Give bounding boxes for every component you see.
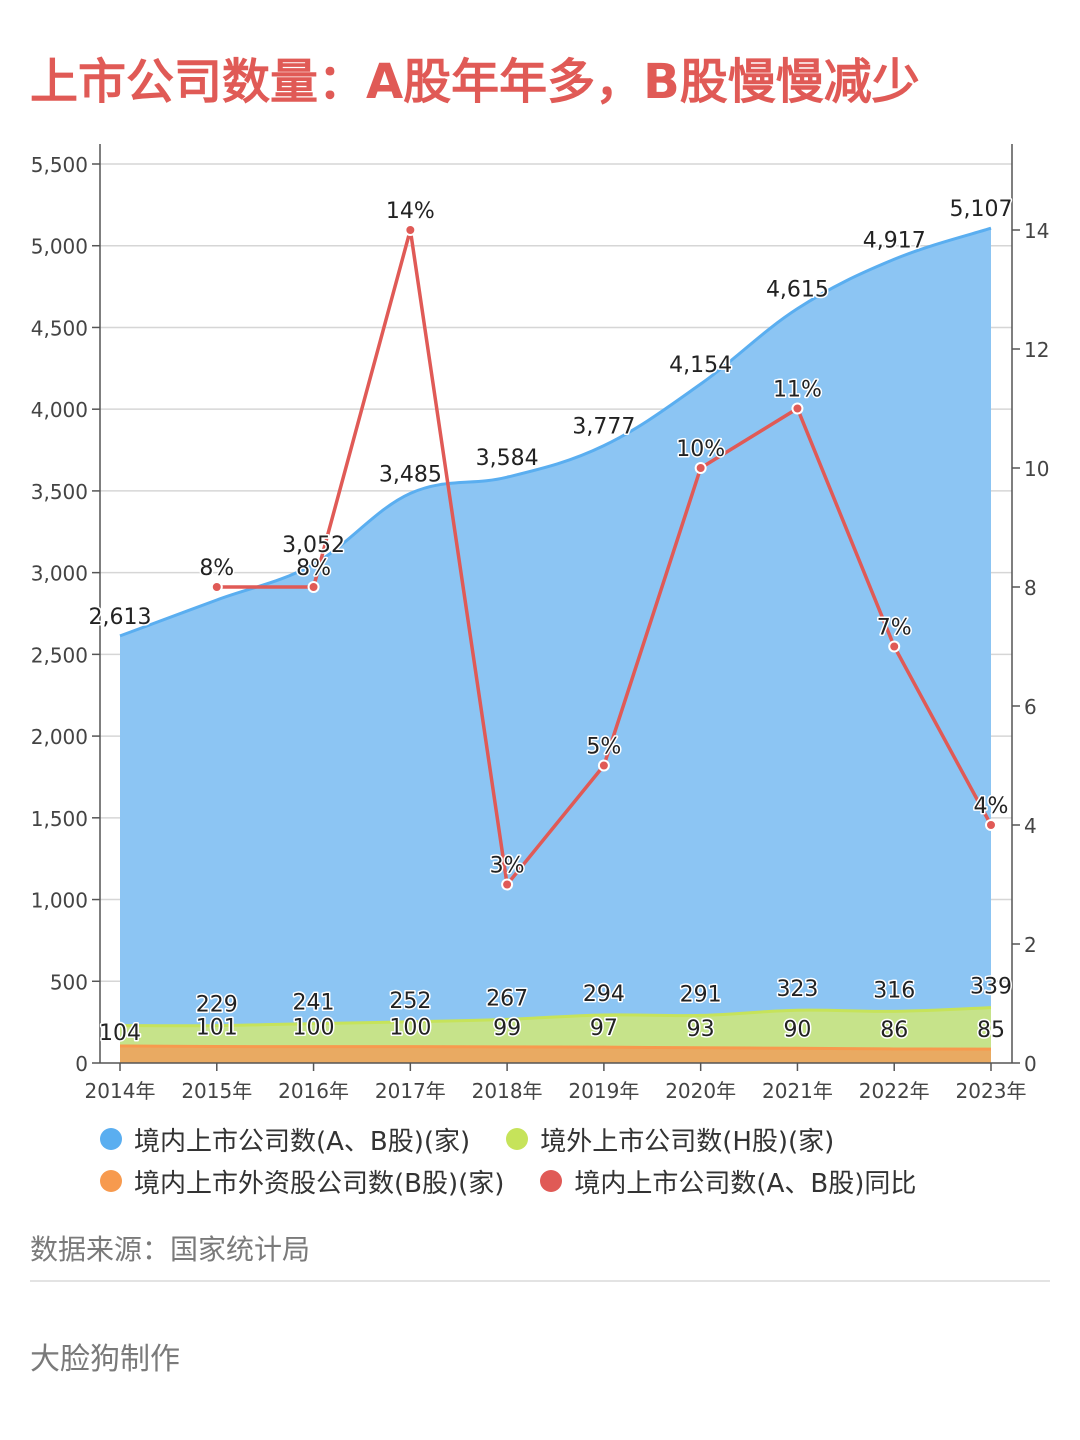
x-tick-label: 2015年	[181, 1079, 252, 1103]
y-right-tick-label: 4	[1024, 814, 1037, 838]
legend-marker-overseas	[506, 1128, 529, 1150]
yoy-point	[888, 640, 901, 653]
yoy-point	[210, 581, 223, 593]
yoy-point	[501, 878, 514, 891]
series-b-share-area	[120, 1046, 991, 1063]
y-right-tick-label: 12	[1024, 338, 1049, 362]
x-tick-label: 2022年	[859, 1079, 930, 1103]
legend: 境内上市公司数(A、B股)(家) 境外上市公司数(H股)(家) 境内上市外资股公…	[100, 1118, 1060, 1202]
x-tick-label: 2014年	[85, 1079, 156, 1103]
y-right-tick-label: 14	[1024, 219, 1049, 243]
label-domestic: 3,777	[572, 415, 635, 440]
chart: 0 500 1,000 1,500 2,000 2,500 3,000 3,500 4,000 4…	[31, 144, 1049, 1103]
y-left-tick-label: 0	[75, 1052, 88, 1076]
label-b-share: 97	[590, 1016, 618, 1041]
legend-item-b-share-count[interactable]: 境内上市外资股公司数(B股)(家)	[100, 1163, 504, 1200]
label-overseas: 229	[196, 993, 238, 1018]
yoy-point	[694, 462, 707, 474]
label-domestic: 3,052	[282, 533, 345, 558]
legend-marker-yoy	[540, 1170, 563, 1192]
label-yoy: 7%	[877, 616, 912, 641]
label-domestic: 3,485	[379, 462, 442, 487]
series-domestic-line	[119, 226, 992, 638]
legend-label: 境内上市公司数(A、B股)同比	[574, 1168, 917, 1199]
data-source: 数据来源：国家统计局	[30, 1233, 311, 1266]
y-left-tick-label: 4,000	[31, 398, 88, 422]
label-yoy: 11%	[773, 378, 822, 403]
y-left-tick-label: 2,000	[31, 725, 88, 749]
yoy-point	[404, 224, 417, 236]
label-yoy: 3%	[490, 854, 525, 879]
x-tick-label: 2023年	[956, 1079, 1027, 1103]
legend-item-yoy-growth[interactable]: 境内上市公司数(A、B股)同比	[540, 1163, 916, 1200]
chart-title: 上市公司数量：A股年年多，B股慢慢减少	[30, 54, 920, 110]
label-yoy: 4%	[974, 794, 1009, 819]
y-left-tick-label: 5,500	[31, 153, 88, 177]
y-right-tick-label: 2	[1024, 933, 1037, 957]
yoy-point	[791, 402, 804, 415]
y-right-tick-label: 10	[1024, 457, 1049, 481]
x-tick-label: 2016年	[278, 1079, 349, 1103]
legend-item-overseas-count[interactable]: 境外上市公司数(H股)(家)	[506, 1121, 834, 1158]
x-tick-label: 2018年	[472, 1079, 543, 1103]
series-b-share-line	[119, 1044, 992, 1051]
label-overseas: 252	[389, 989, 431, 1014]
label-overseas: 241	[293, 991, 335, 1016]
label-domestic: 3,584	[476, 446, 539, 471]
legend-marker-b-share	[100, 1170, 122, 1192]
y-left-tick-label: 500	[50, 970, 88, 994]
y-left-tick-label: 2,500	[31, 643, 88, 667]
x-tick-label: 2021年	[762, 1079, 833, 1103]
label-b-share: 93	[687, 1017, 715, 1042]
y-right-tick-label: 0	[1024, 1052, 1037, 1076]
y-left-tick-label: 1,000	[31, 889, 88, 913]
label-overseas: 294	[583, 982, 625, 1007]
y-left-tick-label: 3,000	[31, 562, 88, 586]
label-yoy: 5%	[586, 735, 621, 760]
y-left-tick-label: 5,000	[31, 235, 88, 259]
y-left-tick-label: 3,500	[31, 480, 88, 504]
label-b-share: 99	[493, 1016, 521, 1041]
yoy-point	[307, 581, 320, 593]
label-b-share: 86	[880, 1018, 908, 1043]
label-overseas: 316	[873, 978, 915, 1003]
y-left-tick-label: 4,500	[31, 316, 88, 340]
label-b-share: 101	[196, 1015, 238, 1040]
label-b-share: 90	[783, 1017, 811, 1042]
x-tick-label: 2019年	[568, 1079, 639, 1103]
yoy-point	[985, 819, 997, 831]
y-right-tick-label: 8	[1024, 576, 1037, 600]
divider	[30, 1280, 1050, 1282]
legend-label: 境内上市公司数(A、B股)(家)	[134, 1126, 471, 1157]
series-domestic-area	[120, 228, 991, 1063]
x-tick-label: 2020年	[665, 1079, 736, 1103]
label-b-share: 100	[389, 1016, 431, 1041]
label-overseas: 323	[776, 977, 818, 1002]
author-credit: 大脸狗制作	[30, 1342, 180, 1377]
label-domestic: 4,154	[669, 353, 732, 378]
label-b-share: 104	[99, 1021, 141, 1046]
x-tick-label: 2017年	[375, 1079, 446, 1103]
legend-label: 境内上市外资股公司数(B股)(家)	[134, 1168, 505, 1199]
yoy-point	[597, 759, 610, 772]
label-yoy: 8%	[199, 556, 234, 581]
label-yoy: 14%	[386, 199, 435, 224]
label-domestic: 5,107	[950, 197, 1013, 222]
label-domestic: 4,917	[863, 228, 926, 253]
label-b-share: 100	[293, 1016, 335, 1041]
label-yoy: 10%	[676, 437, 725, 462]
label-domestic: 4,615	[766, 278, 829, 303]
label-domestic: 2,613	[89, 605, 152, 630]
label-overseas: 267	[486, 986, 528, 1011]
legend-label: 境外上市公司数(H股)(家)	[540, 1126, 835, 1157]
legend-item-domestic-count[interactable]: 境内上市公司数(A、B股)(家)	[100, 1121, 470, 1158]
legend-marker-domestic	[100, 1128, 122, 1150]
label-overseas: 339	[970, 975, 1012, 1000]
label-yoy: 8%	[296, 556, 331, 581]
series-overseas-line	[119, 1006, 992, 1028]
y-left-tick-label: 1,500	[31, 807, 88, 831]
label-b-share: 85	[977, 1018, 1005, 1043]
y-right-tick-label: 6	[1024, 695, 1037, 719]
label-overseas: 291	[680, 982, 722, 1007]
